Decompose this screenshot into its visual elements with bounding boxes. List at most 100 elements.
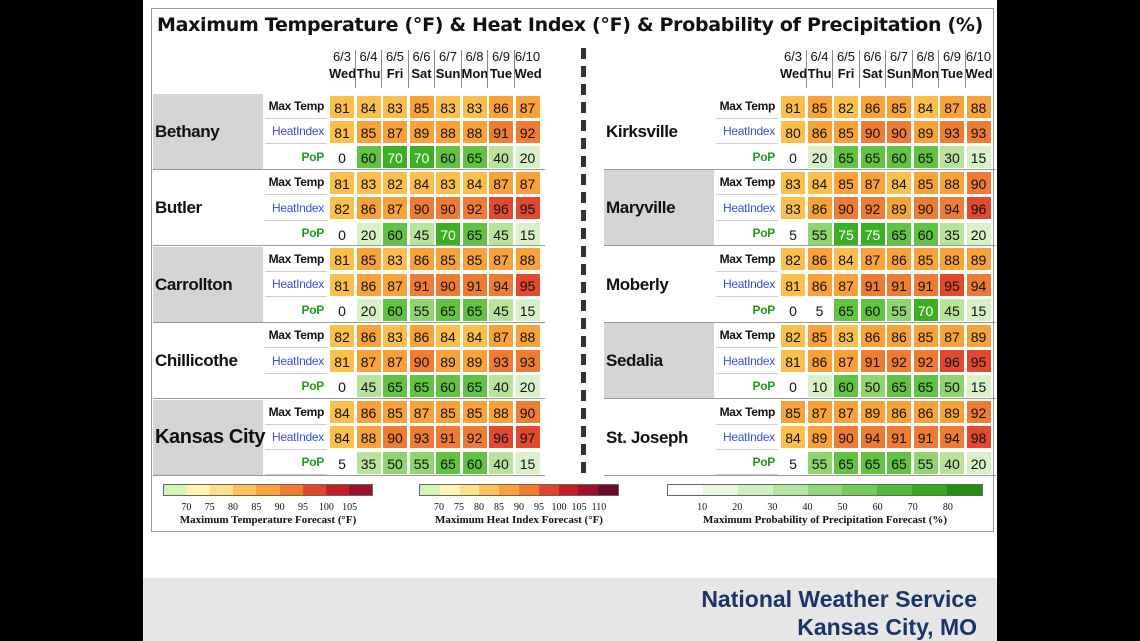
max-value-cell: 85 (461, 247, 488, 272)
heat-value-cell: 94 (939, 196, 965, 221)
city-block: Sedalia Max Temp 82 85 83 86 86 85 87 89 HeatIndex… (604, 323, 996, 400)
date-column: 6/10 Wed (966, 48, 993, 82)
legend-swatch (912, 485, 948, 495)
block-divider (153, 245, 545, 247)
date-column: 6/9 Tue (488, 48, 514, 82)
max-value-cell: 83 (435, 94, 461, 119)
date-column: 6/4 Thu (356, 48, 382, 82)
pop-value-cell: 5 (806, 298, 833, 323)
max-value-cell: 86 (886, 247, 912, 272)
max-temp-legend: 70 75 80 85 90 95 100 105 Maximum Temperature Fo… (163, 484, 373, 528)
date-label: 6/6 (412, 49, 431, 64)
block-divider (604, 321, 996, 323)
heat-value-cell: 90 (886, 119, 912, 144)
max-value-cell: 87 (859, 247, 886, 272)
date-header: 6/3 Wed 6/4 Thu 6/5 Fri 6/6 Sat 6/7 Sun 6/8 Mon 6/9 T… (153, 48, 553, 90)
heat-value-cell: 80 (780, 119, 806, 144)
pop-value-cell: 55 (806, 221, 833, 246)
date-label: 6/10 (514, 49, 541, 64)
pop-value-cell: 15 (965, 145, 992, 170)
city-block: Bethany Max Temp 81 84 83 85 83 83 86 87 HeatIndex… (153, 94, 545, 170)
block-divider (153, 474, 545, 476)
max-value-cell: 85 (435, 400, 461, 425)
heat-value-cell: 91 (912, 425, 939, 450)
legend-tick: 80 (474, 502, 484, 513)
heat-value-cell: 88 (461, 119, 488, 144)
max-value-cell: 86 (806, 247, 833, 272)
legend-swatch (578, 485, 599, 495)
pop-value-cell: 0 (780, 374, 806, 399)
legend-swatch (842, 485, 878, 495)
row-label-pop: PoP (265, 145, 327, 170)
day-label: Sun (435, 66, 461, 81)
max-value-cell: 84 (886, 170, 912, 195)
legend-swatch (325, 485, 349, 495)
day-label: Wed (780, 66, 808, 81)
max-value-cell: 86 (859, 94, 886, 119)
max-value-cell: 87 (488, 170, 514, 195)
max-value-cell: 83 (382, 323, 408, 348)
heat-value-cell: 97 (514, 425, 541, 450)
heat-value-cell: 83 (780, 196, 806, 221)
heat-value-cell: 89 (461, 349, 488, 374)
heat-value-cell: 96 (965, 196, 992, 221)
max-value-cell: 85 (382, 400, 408, 425)
pop-value-cell: 60 (382, 298, 408, 323)
max-value-cell: 86 (488, 94, 514, 119)
row-label-max: Max Temp (265, 94, 327, 119)
heat-value-cell: 89 (912, 119, 939, 144)
pop-value-cell: 60 (355, 145, 382, 170)
day-label: Thu (807, 66, 832, 81)
heat-value-cell: 91 (435, 425, 461, 450)
city-block: Carrollton Max Temp 81 85 83 86 85 85 87 88 HeatIn… (153, 246, 545, 323)
pop-value-cell: 70 (435, 221, 461, 246)
pop-value-cell: 15 (514, 221, 541, 246)
max-value-cell: 88 (514, 323, 541, 348)
pop-value-cell: 35 (355, 450, 382, 475)
row-label-heat: HeatIndex (716, 272, 778, 298)
max-value-cell: 85 (806, 323, 833, 348)
pop-value-cell: 20 (965, 221, 992, 246)
legend-swatch (210, 485, 234, 495)
heat-value-cell: 86 (806, 272, 833, 297)
heat-value-cell: 85 (833, 119, 859, 144)
heat-value-cell: 96 (488, 196, 514, 221)
legend-tick: 50 (837, 502, 848, 513)
row-label-heat: HeatIndex (265, 119, 327, 145)
max-value-cell: 89 (859, 400, 886, 425)
heat-value-cell: 90 (408, 349, 435, 374)
row-label-heat: HeatIndex (716, 196, 778, 221)
max-value-cell: 86 (408, 323, 435, 348)
date-column: 6/3 Wed (329, 48, 356, 82)
pop-value-cell: 60 (859, 298, 886, 323)
legend-swatch (279, 485, 303, 495)
pop-value-cell: 20 (514, 145, 541, 170)
legend-tick: 100 (318, 502, 334, 513)
date-column: 6/10 Wed (514, 48, 542, 82)
date-separator (911, 50, 913, 88)
max-value-cell: 83 (461, 94, 488, 119)
max-value-cell: 82 (780, 247, 806, 272)
date-label: 6/7 (889, 49, 909, 64)
heat-value-cell: 91 (912, 272, 939, 297)
max-value-cell: 82 (329, 323, 355, 348)
city-block: Kansas City Max Temp 84 86 85 87 85 85 88 90 HeatI… (153, 399, 545, 476)
heat-value-cell: 92 (461, 196, 488, 221)
pop-value-cell: 55 (408, 450, 435, 475)
heat-value-cell: 95 (965, 349, 992, 374)
pop-value-cell: 15 (514, 298, 541, 323)
day-label: Fri (837, 66, 855, 81)
pop-value-cell: 60 (435, 145, 461, 170)
date-separator (407, 50, 409, 88)
pop-value-cell: 65 (461, 145, 488, 170)
pop-value-cell: 0 (329, 145, 355, 170)
date-label: 6/7 (438, 49, 458, 64)
pop-value-cell: 30 (939, 145, 965, 170)
pop-value-cell: 70 (382, 145, 408, 170)
legend-tick: 95 (534, 502, 544, 513)
heat-value-cell: 88 (435, 119, 461, 144)
pop-value-cell: 20 (965, 450, 992, 475)
date-separator (805, 50, 807, 88)
max-value-cell: 84 (806, 170, 833, 195)
date-label: 6/6 (863, 49, 882, 64)
